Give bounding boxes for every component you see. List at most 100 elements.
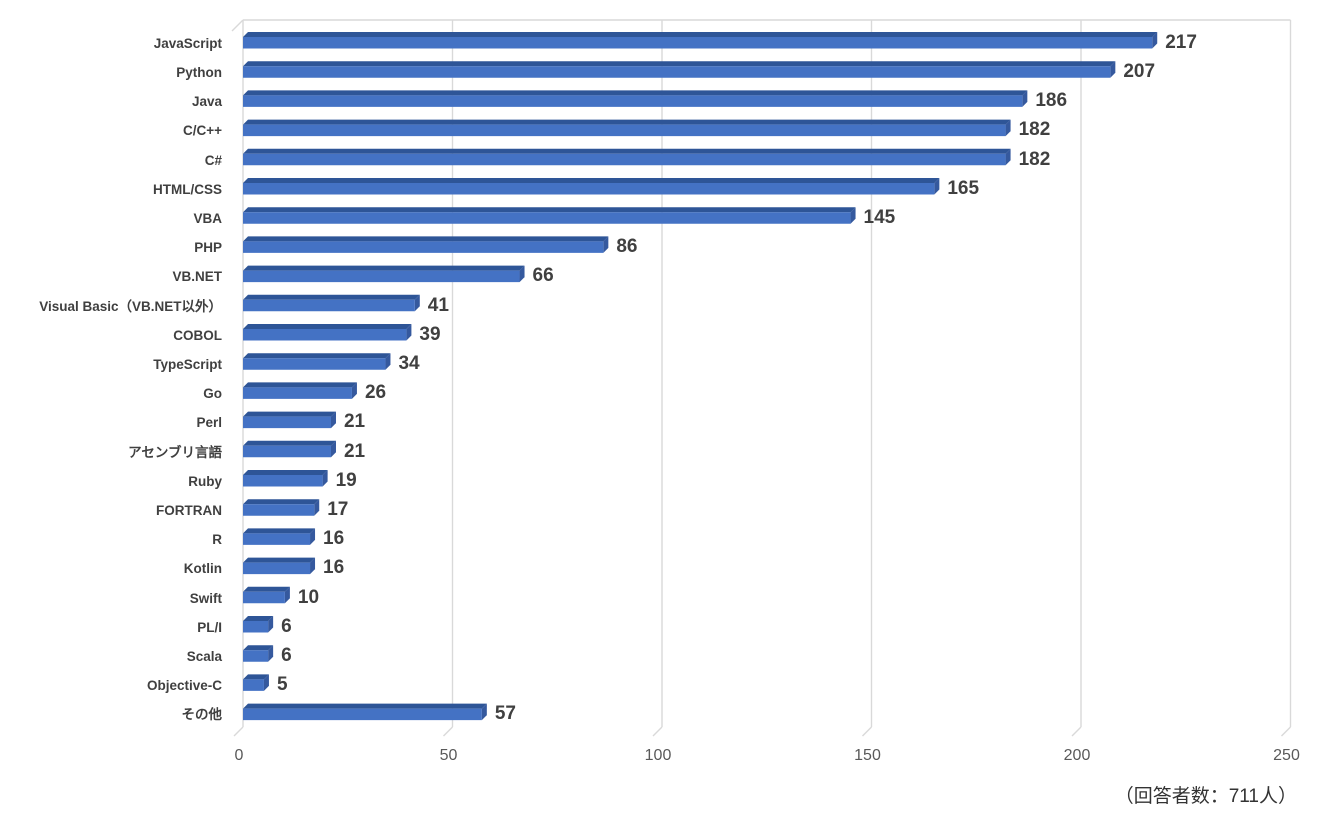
bar-row xyxy=(243,382,357,399)
axis-tick-label: 0 xyxy=(234,747,244,764)
bar-top-face xyxy=(243,119,1011,125)
bar-front-face xyxy=(243,329,407,341)
bar-front-face xyxy=(243,504,315,516)
respondent-count-note: （回答者数：711人） xyxy=(1114,786,1297,807)
bar-front-face xyxy=(243,533,311,545)
category-label: JavaScript xyxy=(153,35,222,51)
category-label: Visual Basic（VB.NET以外） xyxy=(39,298,222,314)
bar-top-face xyxy=(243,411,336,417)
bar-front-face xyxy=(243,475,323,487)
category-label: Scala xyxy=(186,648,222,664)
category-label: Go xyxy=(203,386,222,402)
bar-top-face xyxy=(243,207,856,213)
bar-row xyxy=(243,207,856,224)
value-label: 10 xyxy=(297,586,320,608)
bar-top-face xyxy=(243,324,412,329)
bar-row xyxy=(243,324,412,341)
bar-top-face xyxy=(243,178,940,183)
category-label: COBOL xyxy=(173,327,222,343)
bar-row xyxy=(243,440,336,458)
category-label: Objective-C xyxy=(146,678,222,694)
bar-top-face xyxy=(243,586,290,592)
bar-top-face xyxy=(243,236,609,242)
bar-row xyxy=(243,90,1028,107)
bar-side-face xyxy=(1022,90,1028,107)
bar-side-face xyxy=(481,703,487,721)
axis-tick-label: 250 xyxy=(1273,747,1300,764)
category-label: C/C++ xyxy=(182,123,222,139)
category-label: アセンブリ言語 xyxy=(128,444,222,460)
category-label: FORTRAN xyxy=(156,502,222,518)
category-label: PL/I xyxy=(197,619,222,635)
bar-front-face xyxy=(243,358,386,370)
value-label: 6 xyxy=(281,615,292,637)
bar-top-face xyxy=(243,90,1028,96)
bar-side-face xyxy=(850,207,856,224)
bar-front-face xyxy=(243,95,1023,107)
value-label: 6 xyxy=(281,644,292,666)
bar-row xyxy=(243,528,316,545)
bar-top-face xyxy=(243,32,1158,37)
category-label: Java xyxy=(191,94,222,110)
bar-side-face xyxy=(268,645,274,662)
bar-row xyxy=(243,148,1011,166)
category-label: Perl xyxy=(196,415,222,431)
bar-front-face xyxy=(243,445,331,458)
value-label: 207 xyxy=(1123,60,1156,82)
bar-top-face xyxy=(243,616,274,621)
bar-front-face xyxy=(243,650,269,662)
bar-side-face xyxy=(1152,32,1158,49)
category-label: VB.NET xyxy=(172,269,222,285)
bar-front-face xyxy=(243,212,851,224)
bar-top-face xyxy=(243,382,357,388)
bar-side-face xyxy=(414,294,420,312)
bar-top-face xyxy=(243,353,391,359)
bar-row xyxy=(243,294,420,312)
value-label: 217 xyxy=(1165,31,1197,53)
bar-front-face xyxy=(243,270,520,283)
bar-row xyxy=(243,616,274,633)
category-label: Ruby xyxy=(188,473,222,489)
bar-row xyxy=(243,265,525,283)
bar-front-face xyxy=(243,621,269,633)
category-label: PHP xyxy=(194,240,222,256)
bar-top-face xyxy=(243,499,320,505)
category-label: HTML/CSS xyxy=(153,181,222,197)
value-label: 17 xyxy=(327,498,349,520)
bar-front-face xyxy=(243,183,935,195)
bar-side-face xyxy=(263,674,269,691)
value-label: 5 xyxy=(276,674,288,696)
bar-side-face xyxy=(351,382,357,399)
category-label: Swift xyxy=(189,590,222,606)
bar-side-face xyxy=(322,470,328,487)
axis-tick-label: 100 xyxy=(644,747,672,764)
bar-top-face xyxy=(243,557,316,563)
value-label: 16 xyxy=(323,528,345,550)
value-label: 86 xyxy=(616,236,638,258)
gridline-foot xyxy=(862,726,872,737)
bar-front-face xyxy=(243,299,415,312)
value-label: 41 xyxy=(427,294,449,316)
category-label: R xyxy=(212,532,222,548)
bar-side-face xyxy=(1110,61,1116,78)
bar-side-face xyxy=(1005,148,1011,166)
bar-front-face xyxy=(243,679,264,691)
gridline-foot xyxy=(443,726,453,737)
bar-row xyxy=(243,178,940,195)
axis-tick-label: 150 xyxy=(854,747,881,764)
bar-top-face xyxy=(243,703,487,709)
bar-side-face xyxy=(603,236,609,253)
bar-side-face xyxy=(310,557,316,575)
bar-row xyxy=(243,119,1011,137)
bar-row xyxy=(243,645,274,662)
wall-corner-edge xyxy=(231,19,244,32)
category-label: Kotlin xyxy=(183,561,222,577)
bar-row xyxy=(243,586,290,604)
bar-front-face xyxy=(243,241,604,253)
category-label: Python xyxy=(176,64,222,80)
gridline-foot xyxy=(1281,726,1291,737)
category-label: その他 xyxy=(181,707,223,723)
value-label: 39 xyxy=(419,323,441,345)
bar-side-face xyxy=(934,178,940,195)
bar-row xyxy=(243,470,328,487)
